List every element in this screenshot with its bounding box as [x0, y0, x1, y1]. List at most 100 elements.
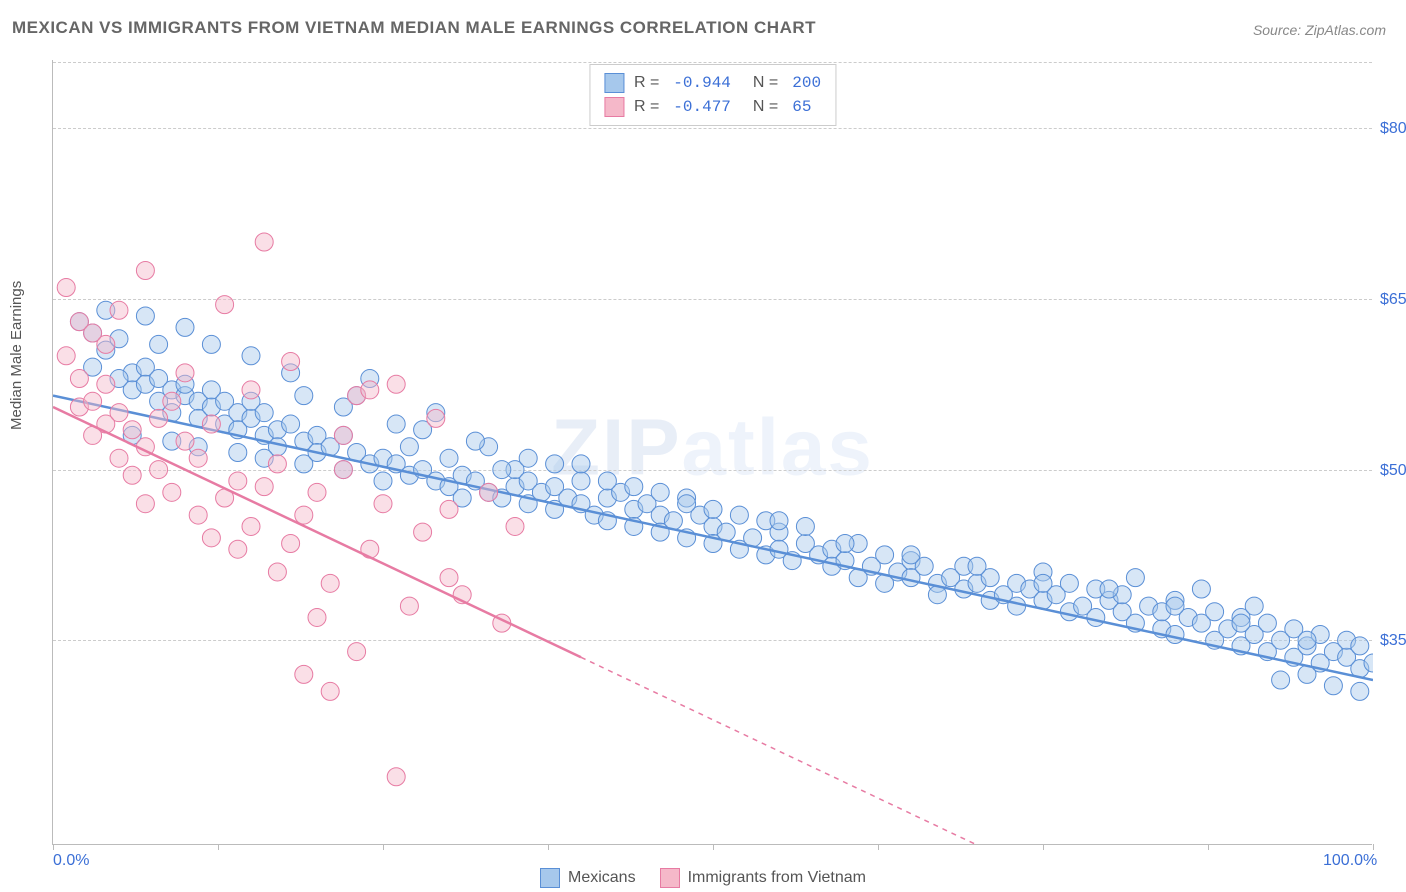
data-point — [255, 404, 273, 422]
data-point — [387, 415, 405, 433]
data-point — [295, 665, 313, 683]
legend-swatch — [604, 73, 624, 93]
data-point — [136, 495, 154, 513]
data-point — [150, 461, 168, 479]
series-legend-item: Immigrants from Vietnam — [660, 868, 866, 888]
data-point — [57, 279, 75, 297]
stat-value: 65 — [792, 98, 811, 116]
x-tick-label: 100.0% — [1323, 852, 1377, 870]
data-point — [440, 449, 458, 467]
data-point — [57, 347, 75, 365]
data-point — [176, 432, 194, 450]
data-point — [229, 444, 247, 462]
y-tick-label: $50,000 — [1380, 462, 1406, 480]
data-point — [1166, 597, 1184, 615]
data-point — [440, 500, 458, 518]
data-point — [466, 432, 484, 450]
stat-label: N = — [753, 98, 778, 116]
data-point — [1206, 603, 1224, 621]
data-point — [796, 517, 814, 535]
data-point — [123, 466, 141, 484]
data-point — [202, 529, 220, 547]
data-point — [440, 569, 458, 587]
data-point — [268, 563, 286, 581]
data-point — [97, 375, 115, 393]
stat-label: R = — [634, 74, 659, 92]
trend-line-dashed — [581, 657, 977, 845]
data-point — [387, 768, 405, 786]
data-point — [1008, 597, 1026, 615]
data-point — [1100, 580, 1118, 598]
data-point — [400, 438, 418, 456]
data-point — [136, 261, 154, 279]
data-point — [651, 483, 669, 501]
stat-value: -0.944 — [673, 74, 731, 92]
data-point — [229, 540, 247, 558]
plot-area: ZIPatlas R =-0.944N =200R =-0.477N = 65 … — [52, 60, 1372, 845]
source-label: Source: ZipAtlas.com — [1253, 22, 1386, 38]
stat-label: R = — [634, 98, 659, 116]
legend-label: Immigrants from Vietnam — [688, 869, 866, 887]
stat-label: N = — [753, 74, 778, 92]
data-point — [216, 296, 234, 314]
data-point — [308, 608, 326, 626]
data-point — [202, 415, 220, 433]
data-point — [150, 409, 168, 427]
scatter-svg — [53, 60, 1373, 845]
data-point — [400, 597, 418, 615]
data-point — [480, 483, 498, 501]
y-axis-label: Median Male Earnings — [8, 281, 25, 430]
data-point — [282, 535, 300, 553]
data-point — [110, 404, 128, 422]
data-point — [321, 574, 339, 592]
data-point — [189, 506, 207, 524]
data-point — [902, 546, 920, 564]
data-point — [282, 415, 300, 433]
chart-title: MEXICAN VS IMMIGRANTS FROM VIETNAM MEDIA… — [12, 18, 816, 38]
y-tick-label: $80,000 — [1380, 120, 1406, 138]
data-point — [1272, 671, 1290, 689]
stat-value: 200 — [792, 74, 821, 92]
data-point — [493, 461, 511, 479]
series-legend-item: Mexicans — [540, 868, 636, 888]
data-point — [282, 352, 300, 370]
stat-legend: R = -0.944 N = 200 R =-0.477N = 65 — [589, 64, 836, 126]
data-point — [1166, 626, 1184, 644]
data-point — [1087, 608, 1105, 626]
data-point — [361, 381, 379, 399]
data-point — [242, 517, 260, 535]
data-point — [229, 472, 247, 490]
data-point — [321, 682, 339, 700]
data-point — [1324, 677, 1342, 695]
data-point — [189, 449, 207, 467]
data-point — [414, 523, 432, 541]
data-point — [1034, 574, 1052, 592]
data-point — [334, 426, 352, 444]
data-point — [704, 500, 722, 518]
data-point — [334, 461, 352, 479]
data-point — [123, 421, 141, 439]
data-point — [1192, 580, 1210, 598]
data-point — [1351, 637, 1369, 655]
data-point — [348, 643, 366, 661]
data-point — [136, 307, 154, 325]
data-point — [427, 409, 445, 427]
series-legend: Mexicans Immigrants from Vietnam — [540, 868, 866, 888]
data-point — [546, 455, 564, 473]
data-point — [255, 478, 273, 496]
legend-swatch — [540, 868, 560, 888]
x-tick-label: 0.0% — [53, 852, 89, 870]
data-point — [110, 449, 128, 467]
data-point — [387, 375, 405, 393]
data-point — [202, 335, 220, 353]
data-point — [242, 347, 260, 365]
data-point — [308, 483, 326, 501]
x-tick — [1373, 844, 1374, 850]
data-point — [598, 472, 616, 490]
stat-legend-row: R =-0.477N = 65 — [604, 95, 821, 119]
data-point — [110, 301, 128, 319]
data-point — [506, 517, 524, 535]
y-tick-label: $35,000 — [1380, 632, 1406, 650]
data-point — [836, 535, 854, 553]
data-point — [770, 512, 788, 530]
